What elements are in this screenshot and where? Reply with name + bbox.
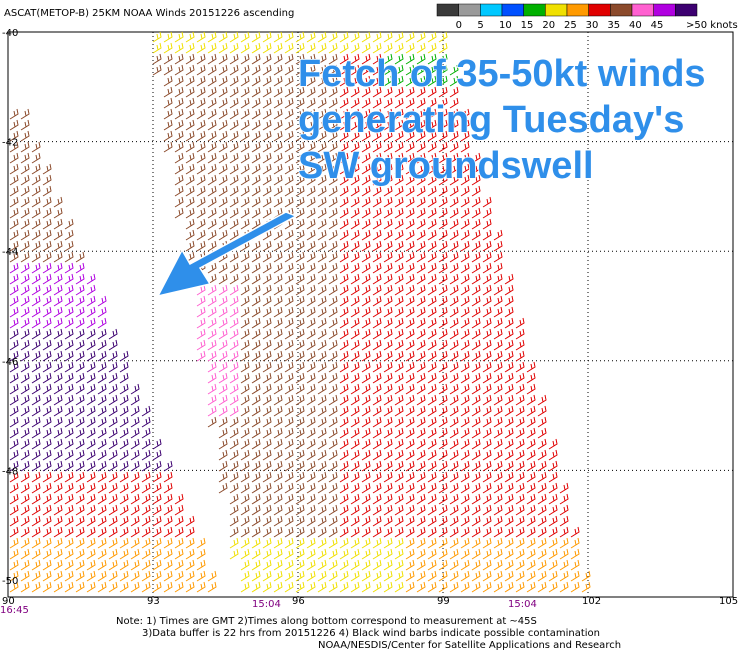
- notes: Note: 1) Times are GMT 2)Times along bot…: [116, 616, 621, 650]
- legend-swatch: [458, 3, 481, 17]
- color-legend: 0 5 10 15 20 25 30 35 40 45 >50 knots: [436, 3, 738, 31]
- lon-label: 99: [437, 596, 450, 607]
- time-label: 15:04: [252, 599, 281, 610]
- legend-label: 30: [586, 20, 599, 31]
- annotation-line: Fetch of 35-50kt winds: [298, 53, 706, 95]
- legend-swatch: [631, 3, 654, 17]
- time-label: 16:45: [0, 605, 29, 616]
- note-line: 3)Data buffer is 22 hrs from 20151226 4)…: [142, 628, 600, 639]
- legend-label: 5: [477, 20, 483, 31]
- lon-label: 96: [292, 596, 305, 607]
- plot-frame: [7, 31, 734, 598]
- wind-barb-group: [9, 328, 173, 472]
- lat-label: -46: [2, 357, 18, 368]
- wind-barb-group: [9, 537, 591, 593]
- lon-label: 93: [147, 596, 160, 607]
- lat-label: -44: [2, 247, 18, 258]
- legend-swatch: [523, 3, 546, 17]
- note-line: NOAA/NESDIS/Center for Satellite Applica…: [318, 640, 621, 650]
- legend-label: 20: [542, 20, 555, 31]
- annotation-arrow: [156, 211, 298, 298]
- wind-barb-group: [383, 53, 459, 87]
- lat-label: -48: [2, 466, 18, 477]
- note-line: Note: 1) Times are GMT 2)Times along bot…: [116, 616, 537, 627]
- wind-barb-group: [196, 284, 239, 417]
- axis-labels: 90 93 96 99 102 105 -40 -42 -44 -46 -48 -50 16:45 15:…: [0, 28, 738, 616]
- legend-swatch: [501, 3, 524, 17]
- legend-label: 35: [607, 20, 620, 31]
- legend-swatch: [545, 3, 568, 17]
- legend-swatch: [436, 3, 459, 17]
- lon-label: 90: [2, 596, 15, 607]
- legend-label: 45: [651, 20, 664, 31]
- wind-barb-group: [152, 31, 448, 593]
- lon-label: 105: [719, 596, 738, 607]
- map-title: ASCAT(METOP-B) 25KM NOAA Winds 20151226 …: [4, 8, 294, 19]
- annotation-line: SW groundswell: [298, 145, 594, 187]
- lon-label: 102: [582, 596, 601, 607]
- lat-label: -42: [2, 138, 18, 149]
- wind-barb-group: [9, 262, 107, 329]
- wind-barbs: [9, 31, 591, 593]
- legend-label: 25: [564, 20, 577, 31]
- legend-label: 10: [499, 20, 512, 31]
- time-label: 15:04: [508, 599, 537, 610]
- legend-label: >50 knots: [686, 20, 738, 31]
- legend-swatch: [588, 3, 611, 17]
- legend-swatch: [480, 3, 503, 17]
- wind-barb-group: [9, 53, 338, 538]
- lat-label: -40: [2, 28, 18, 39]
- annotation-line: generating Tuesday's: [298, 99, 684, 141]
- legend-label: 40: [629, 20, 642, 31]
- legend-label: 0: [456, 20, 462, 31]
- legend-swatch: [675, 3, 698, 17]
- lat-label: -50: [2, 576, 18, 587]
- grid: [8, 32, 733, 597]
- wind-barb-group: [9, 53, 580, 538]
- legend-swatch: [566, 3, 589, 17]
- legend-swatch: [653, 3, 676, 17]
- annotation: Fetch of 35-50kt winds generating Tuesda…: [156, 52, 706, 298]
- legend-swatch: [610, 3, 633, 17]
- legend-label: 15: [521, 20, 534, 31]
